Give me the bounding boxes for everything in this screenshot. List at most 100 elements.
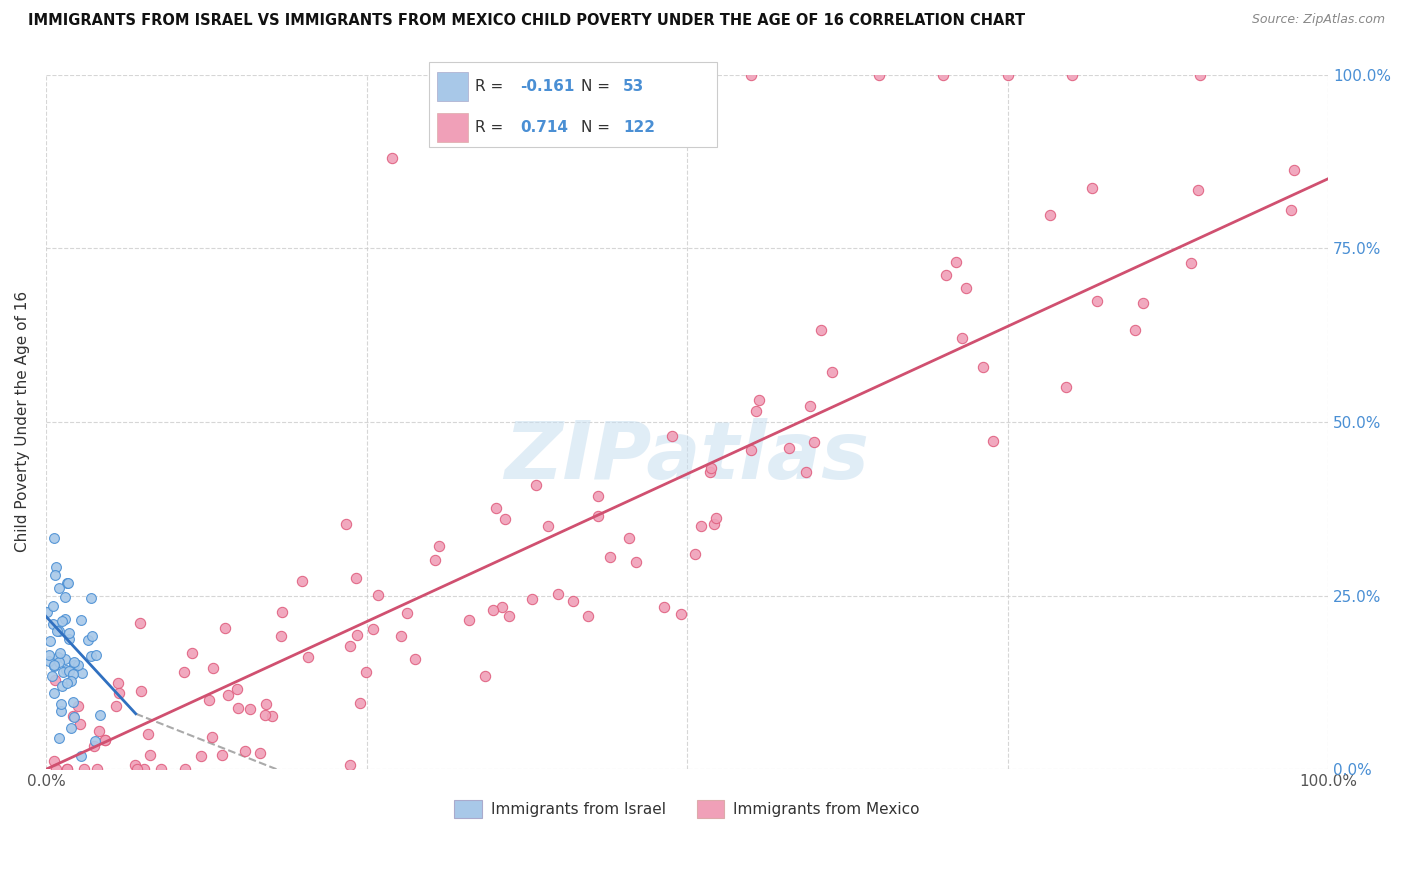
Point — [226, 701, 249, 715]
Point — [367, 588, 389, 602]
Point — [1187, 183, 1209, 197]
Point — [745, 404, 768, 418]
Point — [51, 679, 73, 693]
Point — [69, 716, 91, 731]
Point — [748, 393, 770, 408]
Point — [270, 606, 292, 620]
Point — [932, 68, 955, 82]
Point — [42, 686, 65, 700]
Point — [562, 593, 585, 607]
Point — [198, 693, 221, 707]
Point — [201, 730, 224, 744]
Point — [79, 591, 101, 606]
Point — [344, 571, 367, 585]
Point — [94, 732, 117, 747]
Point — [35, 605, 58, 619]
Point — [48, 624, 70, 638]
Point — [53, 652, 76, 666]
Text: 0.714: 0.714 — [520, 120, 568, 135]
Point — [704, 511, 727, 525]
Point — [1279, 203, 1302, 218]
Point — [494, 512, 516, 526]
Point — [1054, 380, 1077, 394]
Point — [56, 575, 79, 590]
Point — [474, 668, 496, 682]
Point — [107, 675, 129, 690]
Point — [297, 650, 319, 665]
Point — [42, 616, 65, 631]
Point — [624, 555, 647, 569]
Point — [51, 697, 73, 711]
Point — [935, 268, 957, 282]
Point — [1060, 68, 1083, 82]
Point — [62, 666, 84, 681]
Point — [524, 478, 547, 492]
Point — [53, 590, 76, 604]
Point — [346, 628, 368, 642]
Point — [652, 599, 675, 614]
Point — [80, 649, 103, 664]
Point — [1039, 208, 1062, 222]
Point — [778, 441, 800, 455]
Point — [820, 365, 842, 379]
Point — [1282, 163, 1305, 178]
Point — [173, 665, 195, 680]
Point — [868, 68, 890, 82]
Point — [381, 151, 404, 165]
Text: N =: N = — [581, 120, 614, 135]
Point — [339, 639, 361, 653]
Point — [484, 500, 506, 515]
Point — [211, 747, 233, 762]
Point — [335, 516, 357, 531]
Point — [129, 684, 152, 698]
Point — [39, 634, 62, 648]
Point — [254, 707, 277, 722]
Point — [661, 428, 683, 442]
Point — [62, 708, 84, 723]
Point — [361, 622, 384, 636]
Point — [62, 709, 84, 723]
Point — [48, 731, 70, 745]
Point — [70, 748, 93, 763]
Point — [972, 359, 994, 374]
Point — [1123, 323, 1146, 337]
Point — [202, 661, 225, 675]
Legend: Immigrants from Israel, Immigrants from Mexico: Immigrants from Israel, Immigrants from … — [449, 795, 927, 824]
Point — [291, 574, 314, 589]
Point — [810, 323, 832, 337]
Point — [132, 762, 155, 776]
Point — [239, 702, 262, 716]
Point — [124, 758, 146, 772]
Point — [67, 698, 90, 713]
Point — [73, 762, 96, 776]
Point — [669, 607, 692, 622]
Point — [796, 465, 818, 479]
Point — [51, 614, 73, 628]
Text: ZIPatlas: ZIPatlas — [505, 417, 869, 496]
Point — [389, 629, 412, 643]
Point — [950, 331, 973, 345]
Point — [45, 559, 67, 574]
Point — [427, 540, 450, 554]
Point — [55, 663, 77, 677]
Point — [685, 548, 707, 562]
Point — [254, 697, 277, 711]
Point — [689, 518, 711, 533]
Point — [56, 762, 79, 776]
Point — [82, 630, 104, 644]
Point — [349, 696, 371, 710]
Point — [104, 698, 127, 713]
Point — [945, 254, 967, 268]
Point — [217, 688, 239, 702]
Text: R =: R = — [475, 120, 509, 135]
Point — [181, 646, 204, 660]
Point — [42, 659, 65, 673]
Point — [125, 762, 148, 776]
Point — [62, 695, 84, 709]
Point — [93, 732, 115, 747]
Point — [586, 509, 609, 524]
Text: N =: N = — [581, 79, 614, 94]
Point — [70, 666, 93, 681]
Point — [576, 609, 599, 624]
Point — [56, 762, 79, 776]
